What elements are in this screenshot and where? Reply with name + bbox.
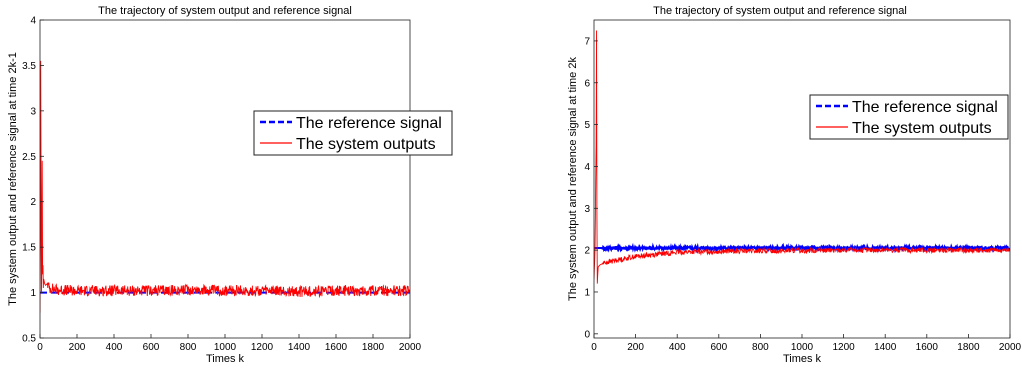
chart-right-xtick-label: 1000: [791, 342, 814, 353]
chart-left-ytick-label: 3: [30, 106, 36, 117]
chart-right-xtick-label: 1200: [832, 342, 855, 353]
chart-right-legend: The reference signal The system outputs: [809, 94, 1009, 140]
chart-left-xtick-label: 400: [106, 342, 123, 353]
chart-right-xtick-label: 1400: [874, 342, 897, 353]
chart-left-series-outputs-line: [40, 60, 410, 313]
chart-left: The trajectory of system output and refe…: [7, 5, 453, 365]
chart-left-series-layer: [40, 60, 410, 313]
chart-left-yticks: 0.5 1 1.5 2 2.5 3 3.5 4: [22, 16, 44, 345]
chart-left-xtick-label: 2000: [399, 342, 422, 353]
chart-right-xtick-label: 800: [752, 342, 769, 353]
chart-left-legend-box: [253, 110, 453, 156]
chart-right-ytick-label: 3: [584, 204, 590, 215]
chart-right-ytick-label: 5: [584, 120, 590, 131]
chart-left-xtick-label: 1200: [251, 342, 274, 353]
chart-left-xtick-label: 1400: [288, 342, 311, 353]
chart-left-xticks: 0 200 400 600 800 1000 1200 1400 1600 1800 2000: [37, 334, 422, 353]
chart-right-xtick-label: 0: [591, 342, 597, 353]
chart-right-legend-box: [809, 94, 1009, 140]
chart-left-xtick-label: 0: [37, 342, 43, 353]
chart-right-axes-box: [593, 19, 1011, 339]
chart-right-xticks: 0 200 400 600 800 1000 1200 1400 1600 1800 2000: [591, 334, 1022, 353]
chart-left-xtick-label: 1600: [325, 342, 348, 353]
chart-right-series-outputs-line: [594, 30, 1010, 284]
chart-left-ytick-label: 0.5: [22, 334, 36, 345]
chart-right-legend-out-label: The system outputs: [852, 120, 992, 137]
chart-left-xtick-label: 1000: [214, 342, 237, 353]
chart-left-ytick-label: 1: [30, 288, 36, 299]
chart-right-ytick-label: 0: [584, 329, 590, 340]
chart-right: The trajectory of system output and refe…: [567, 5, 1022, 365]
chart-right-xtick-label: 400: [669, 342, 686, 353]
chart-left-ytick-label: 3.5: [22, 61, 36, 72]
chart-right-ytick-label: 1: [584, 287, 590, 298]
chart-left-xlabel: Times k: [206, 353, 245, 365]
chart-right-ytick-label: 2: [584, 246, 590, 257]
chart-left-xtick-label: 1800: [362, 342, 385, 353]
chart-right-ytick-label: 6: [584, 78, 590, 89]
chart-left-legend-ref-label: The reference signal: [296, 115, 442, 132]
chart-right-xlabel: Times k: [783, 353, 822, 365]
chart-right-xtick-label: 1600: [916, 342, 939, 353]
chart-right-ytick-label: 7: [584, 36, 590, 47]
chart-left-xtick-label: 600: [143, 342, 160, 353]
chart-left-ytick-label: 4: [30, 16, 36, 27]
chart-left-xtick-label: 200: [69, 342, 86, 353]
chart-left-ytick-label: 1.5: [22, 243, 36, 254]
chart-right-ylabel: The system output and reference signal a…: [567, 57, 579, 301]
chart-left-ylabel: The system output and reference signal a…: [7, 52, 19, 306]
chart-left-ytick-label: 2.5: [22, 152, 36, 163]
chart-left-legend-out-label: The system outputs: [296, 136, 436, 153]
chart-right-yticks: 0 1 2 3 4 5 6 7: [584, 36, 598, 340]
chart-right-legend-ref-label: The reference signal: [852, 99, 998, 116]
chart-right-series-layer: [594, 30, 1010, 284]
chart-right-ytick-label: 4: [584, 162, 590, 173]
chart-left-legend: The reference signal The system outputs: [253, 110, 453, 156]
chart-right-xtick-label: 1800: [957, 342, 980, 353]
chart-right-series-reference-line: [594, 242, 1010, 254]
chart-left-ytick-label: 2: [30, 197, 36, 208]
chart-right-xtick-label: 600: [710, 342, 727, 353]
chart-right-title: The trajectory of system output and refe…: [653, 5, 907, 17]
chart-right-xtick-label: 200: [627, 342, 644, 353]
chart-left-title: The trajectory of system output and refe…: [98, 5, 352, 17]
chart-left-xtick-label: 800: [180, 342, 197, 353]
chart-right-xtick-label: 2000: [999, 342, 1022, 353]
